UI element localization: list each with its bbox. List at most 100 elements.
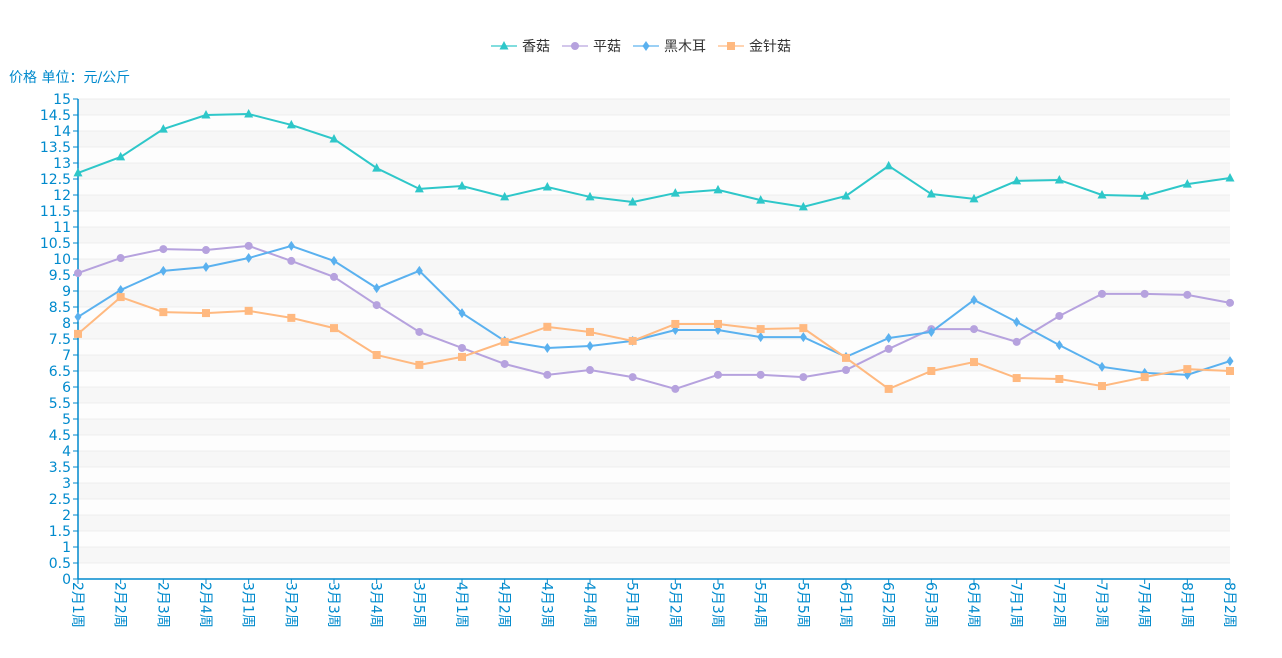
- data-point: [500, 191, 510, 201]
- data-point: [415, 265, 423, 276]
- grid-band: [78, 515, 1230, 531]
- series-line: [77, 244, 1231, 390]
- legend-item[interactable]: 平菇: [562, 36, 621, 56]
- data-point: [245, 253, 253, 264]
- data-point: [628, 373, 637, 382]
- square-icon: [718, 42, 744, 50]
- x-tick-label: 2月3周: [154, 582, 170, 628]
- y-axis-title: 价格 单位：元/公斤: [9, 70, 131, 86]
- data-point: [884, 344, 893, 353]
- y-tick-label: 9: [62, 284, 71, 300]
- data-point: [1055, 340, 1063, 351]
- data-point: [458, 343, 466, 352]
- data-point: [74, 329, 82, 338]
- x-tick-label: 3月4周: [368, 582, 384, 628]
- x-tick-label: 2月4周: [197, 582, 213, 628]
- legend: 香菇 平菇 黑木耳 金针菇: [0, 36, 1282, 56]
- legend-item[interactable]: 黑木耳: [633, 36, 706, 56]
- y-tick-label: 4: [62, 444, 71, 460]
- data-point: [1055, 311, 1064, 320]
- data-point: [671, 319, 680, 328]
- y-tick-label: 5: [62, 412, 71, 428]
- data-point: [458, 308, 466, 319]
- y-tick-label: 5.5: [49, 396, 71, 412]
- data-point: [841, 190, 851, 200]
- series-line: [77, 295, 1231, 391]
- data-point: [458, 352, 466, 361]
- data-point: [287, 313, 296, 322]
- data-point: [202, 309, 210, 318]
- grid-band: [78, 131, 1230, 147]
- series-line: [77, 113, 1231, 208]
- x-tick-label: 6月4周: [965, 582, 981, 628]
- data-point: [116, 293, 125, 302]
- data-point: [1097, 190, 1107, 199]
- x-tick-label: 7月4周: [1136, 582, 1152, 628]
- grid-band: [78, 563, 1230, 579]
- x-tick-label: 2月1周: [69, 582, 85, 628]
- x-tick-label: 3月1周: [240, 582, 256, 628]
- data-point: [1098, 289, 1106, 298]
- data-point: [756, 195, 766, 204]
- legend-item[interactable]: 香菇: [491, 36, 550, 56]
- data-point: [671, 384, 680, 393]
- y-tick-label: 11: [53, 220, 71, 236]
- y-tick-label: 8.5: [49, 300, 71, 316]
- data-point: [330, 255, 338, 266]
- data-point: [159, 265, 167, 276]
- legend-label: 平菇: [593, 39, 621, 55]
- data-point: [799, 332, 807, 343]
- series-line: [77, 244, 1231, 376]
- grid-band: [78, 291, 1230, 307]
- x-tick-label: 5月1周: [624, 582, 640, 628]
- data-point: [1012, 374, 1021, 383]
- data-point: [1055, 375, 1064, 383]
- data-point: [1140, 190, 1150, 200]
- x-tick-label: 4月1周: [453, 582, 469, 628]
- series-0: [73, 109, 1235, 211]
- data-point: [373, 283, 381, 294]
- grid-band: [78, 387, 1230, 403]
- data-point: [926, 189, 936, 198]
- data-point: [586, 327, 594, 336]
- x-tick-label: 6月3周: [922, 582, 938, 628]
- grid-band: [78, 403, 1230, 419]
- x-tick-label: 4月2周: [496, 582, 512, 628]
- grid-band: [78, 259, 1230, 275]
- data-point: [927, 326, 935, 337]
- grid-band: [78, 227, 1230, 243]
- series-1: [74, 241, 1234, 393]
- data-point: [927, 367, 936, 375]
- data-point: [330, 324, 338, 333]
- x-tick-label: 7月1周: [1008, 582, 1024, 628]
- data-point: [287, 240, 295, 251]
- legend-item[interactable]: 金针菇: [718, 36, 791, 56]
- x-tick-label: 3月5周: [410, 582, 426, 628]
- data-point: [117, 285, 125, 296]
- data-point: [372, 163, 382, 172]
- x-tick-label: 2月2周: [112, 582, 128, 628]
- data-point: [1054, 174, 1064, 184]
- x-tick-label: 3月2周: [282, 582, 298, 628]
- y-tick-label: 13.5: [40, 140, 71, 156]
- data-point: [116, 254, 125, 263]
- data-point: [329, 134, 339, 143]
- x-tick-label: 8月2周: [1221, 582, 1237, 628]
- data-point: [542, 182, 552, 191]
- data-point: [884, 384, 893, 393]
- y-tick-label: 1: [62, 540, 71, 556]
- data-point: [1226, 367, 1234, 375]
- data-point: [414, 183, 424, 193]
- x-tick-label: 7月2周: [1050, 582, 1066, 628]
- data-point: [73, 167, 83, 177]
- grid-band: [78, 211, 1230, 227]
- y-tick-label: 0.5: [49, 556, 71, 572]
- y-tick-label: 3: [62, 476, 71, 492]
- y-tick-label: 10: [53, 252, 71, 268]
- legend-marker: [499, 41, 509, 50]
- y-tick-label: 2: [62, 508, 71, 524]
- data-point: [756, 370, 765, 379]
- data-point: [74, 311, 82, 322]
- data-point: [1182, 179, 1192, 188]
- data-point: [799, 373, 808, 382]
